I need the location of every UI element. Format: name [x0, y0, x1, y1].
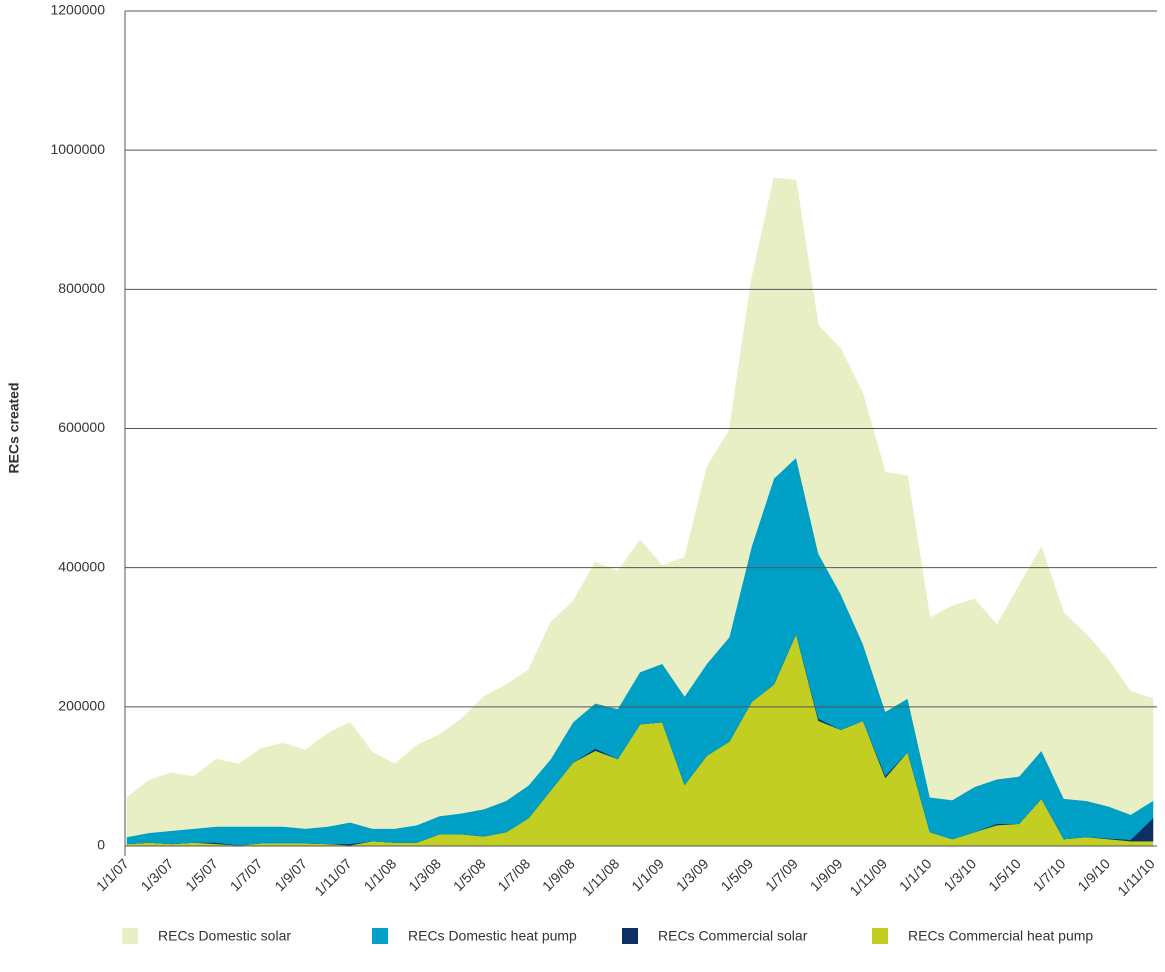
y-tick-label: 0	[97, 837, 105, 853]
x-tick-label: 1/1/10	[896, 855, 935, 894]
x-tick-label: 1/11/09	[846, 855, 890, 899]
legend-swatch	[872, 928, 888, 944]
x-tick-label: 1/11/07	[311, 855, 355, 899]
x-tick-label: 1/1/07	[93, 855, 132, 894]
y-tick-label: 1000000	[50, 141, 105, 157]
legend-swatch	[622, 928, 638, 944]
x-tick-label: 1/1/08	[361, 855, 400, 894]
y-tick-label: 600000	[58, 419, 105, 435]
x-tick-label: 1/3/07	[138, 855, 177, 894]
y-tick-label: 1200000	[50, 2, 105, 18]
y-tick-label: 200000	[58, 698, 105, 714]
x-tick-label: 1/9/07	[271, 855, 310, 894]
y-tick-label: 400000	[58, 558, 105, 574]
y-tick-label: 800000	[58, 280, 105, 296]
x-tick-label: 1/3/08	[405, 855, 444, 894]
x-tick-label: 1/7/08	[494, 855, 533, 894]
x-tick-label: 1/9/10	[1074, 855, 1113, 894]
legend-swatch	[372, 928, 388, 944]
x-tick-label: 1/1/09	[628, 855, 667, 894]
x-tick-label: 1/11/08	[579, 855, 623, 899]
legend-swatch	[122, 928, 138, 944]
x-tick-label: 1/3/09	[673, 855, 712, 894]
legend-label: RECs Commercial solar	[658, 928, 808, 944]
y-axis-label: RECs created	[6, 382, 22, 473]
x-tick-label: 1/7/09	[762, 855, 801, 894]
x-tick-label: 1/11/10	[1114, 855, 1158, 899]
legend-label: RECs Domestic solar	[158, 928, 291, 944]
x-tick-label: 1/7/07	[227, 855, 266, 894]
legend-label: RECs Domestic heat pump	[408, 928, 577, 944]
x-tick-label: 1/3/10	[940, 855, 979, 894]
x-tick-label: 1/5/09	[717, 855, 756, 894]
x-tick-label: 1/5/10	[985, 855, 1024, 894]
x-tick-label: 1/7/10	[1030, 855, 1069, 894]
area	[126, 177, 1154, 838]
x-tick-label: 1/5/08	[450, 855, 489, 894]
x-tick-label: 1/5/07	[182, 855, 221, 894]
x-tick-label: 1/9/09	[807, 855, 846, 894]
legend-label: RECs Commercial heat pump	[908, 928, 1093, 944]
x-tick-label: 1/9/08	[539, 855, 578, 894]
